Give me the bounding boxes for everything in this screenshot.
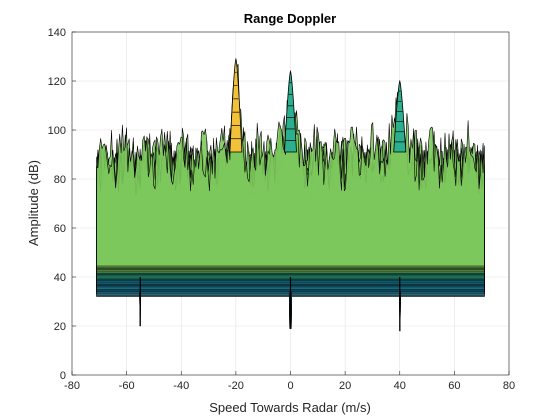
x-tick-label: 60 <box>448 380 460 392</box>
surface-plot <box>96 57 485 332</box>
x-tick-label: -80 <box>64 380 80 392</box>
x-tick-label: -40 <box>173 380 189 392</box>
x-tick-label: 0 <box>287 380 293 392</box>
y-axis-ticks: 0 20 40 60 80 100 120 140 <box>48 27 76 382</box>
y-tick-label: 120 <box>48 76 66 88</box>
y-tick-label: 0 <box>60 370 66 382</box>
y-tick-label: 80 <box>54 174 66 186</box>
chart-title: Range Doppler <box>244 11 336 26</box>
x-tick-label: 80 <box>503 380 515 392</box>
y-axis-label: Amplitude (dB) <box>26 160 41 246</box>
x-tick-label: -20 <box>228 380 244 392</box>
x-tick-label: 20 <box>339 380 351 392</box>
x-axis-label: Speed Towards Radar (m/s) <box>209 400 371 415</box>
peak-spike <box>393 79 407 153</box>
peak-spike <box>284 69 297 153</box>
y-tick-label: 140 <box>48 27 66 39</box>
x-tick-label: -60 <box>119 380 135 392</box>
y-tick-label: 100 <box>48 125 66 137</box>
x-axis-ticks: -80 -60 -40 -20 0 20 40 60 80 <box>64 371 515 392</box>
x-tick-label: 40 <box>394 380 406 392</box>
y-tick-label: 60 <box>54 223 66 235</box>
y-tick-label: 40 <box>54 272 66 284</box>
peak-spike <box>229 57 243 153</box>
y-tick-label: 20 <box>54 321 66 333</box>
